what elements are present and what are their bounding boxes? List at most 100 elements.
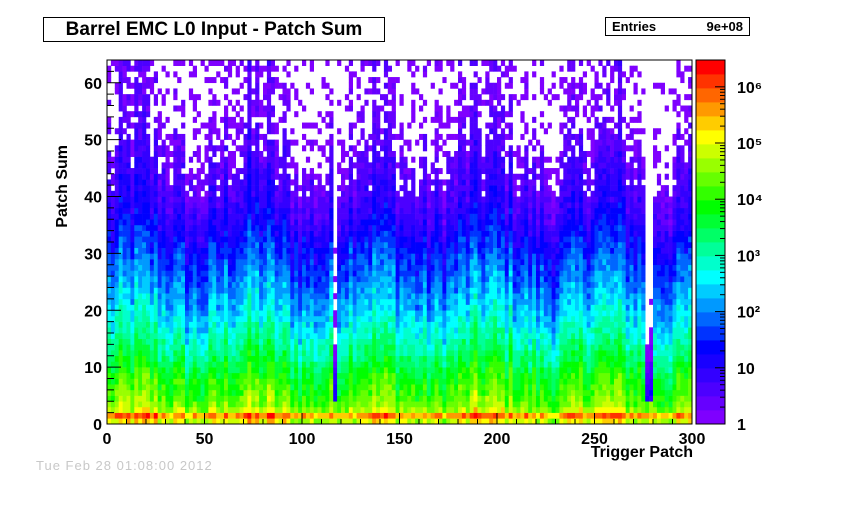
heatmap-cell (442, 151, 447, 157)
heatmap-cell (341, 338, 346, 345)
heatmap-cell (149, 224, 155, 231)
heatmap-cell (142, 224, 147, 231)
heatmap-cell (376, 179, 381, 186)
heatmap-cell (341, 156, 346, 163)
heatmap-cell (442, 389, 447, 396)
heatmap-cell (118, 99, 123, 106)
heatmap-cell (138, 162, 143, 169)
heatmap-cell (395, 270, 400, 277)
heatmap-cell (278, 213, 283, 220)
heatmap-cell (177, 247, 182, 254)
heatmap-cell (216, 162, 221, 169)
heatmap-cell (212, 310, 217, 317)
heatmap-cell (356, 350, 361, 357)
heatmap-cell (107, 361, 112, 368)
heatmap-cell (399, 94, 404, 101)
heatmap-cell (146, 236, 151, 243)
heatmap-cell (302, 276, 307, 283)
heatmap-cell (356, 111, 361, 118)
heatmap-cell (278, 156, 283, 163)
heatmap-cell (407, 384, 412, 391)
heatmap-cell (419, 264, 424, 271)
heatmap-cell (321, 82, 326, 89)
heatmap-cell (309, 173, 314, 180)
heatmap-cell (107, 395, 112, 402)
heatmap-cell (376, 162, 381, 169)
heatmap-cell (200, 344, 205, 351)
heatmap-cell (263, 293, 268, 300)
heatmap-cell (372, 281, 377, 288)
heatmap-cell (321, 418, 326, 425)
heatmap-cell (204, 173, 209, 180)
heatmap-cell (333, 361, 338, 368)
heatmap-cell (239, 395, 244, 402)
heatmap-cell (266, 230, 272, 237)
heatmap-cell (153, 202, 158, 209)
heatmap-cell (446, 406, 451, 413)
heatmap-cell (411, 156, 416, 163)
heatmap-cell (177, 259, 182, 266)
heatmap-cell (188, 384, 194, 391)
heatmap-cell (465, 281, 470, 288)
heatmap-cell (263, 105, 268, 112)
heatmap-cell (196, 224, 201, 231)
heatmap-cell (126, 259, 131, 266)
heatmap-cell (380, 401, 385, 408)
heatmap-cell (341, 185, 346, 192)
heatmap-cell (329, 145, 334, 152)
heatmap-cell (321, 355, 326, 362)
heatmap-cell (348, 276, 353, 283)
heatmap-cell (259, 242, 264, 248)
heatmap-cell (181, 395, 186, 402)
heatmap-cell (220, 202, 225, 209)
heatmap-cell (259, 111, 264, 118)
heatmap-cell (411, 185, 416, 192)
heatmap-cell (126, 384, 131, 391)
heatmap-cell (309, 372, 314, 379)
heatmap-cell (469, 344, 474, 351)
heatmap-cell (204, 122, 209, 129)
heatmap-cell (177, 151, 182, 157)
heatmap-cell (356, 338, 361, 345)
heatmap-cell (348, 77, 353, 84)
heatmap-cell (446, 60, 451, 66)
heatmap-cell (157, 378, 162, 385)
heatmap-cell (266, 361, 272, 368)
heatmap-cell (185, 219, 190, 226)
heatmap-cell (107, 406, 112, 413)
heatmap-cell (372, 372, 377, 379)
heatmap-cell (146, 361, 151, 368)
heatmap-cell (383, 287, 389, 294)
heatmap-cell (274, 196, 279, 203)
heatmap-cell (321, 310, 326, 317)
heatmap-cell (227, 367, 233, 374)
heatmap-cell (161, 99, 166, 106)
heatmap-cell (391, 293, 396, 300)
heatmap-cell (422, 298, 428, 305)
heatmap-cell (274, 372, 279, 379)
heatmap-cell (282, 321, 287, 328)
heatmap-cell (224, 207, 229, 214)
heatmap-cell (247, 395, 252, 402)
heatmap-cell (227, 202, 233, 209)
heatmap-cell (216, 355, 221, 362)
heatmap-cell (247, 133, 252, 140)
heatmap-cell (434, 406, 439, 413)
heatmap-cell (235, 253, 240, 260)
heatmap-cell (114, 287, 119, 294)
heatmap-cell (422, 367, 428, 374)
heatmap-cell (161, 395, 166, 402)
heatmap-cell (247, 304, 252, 311)
heatmap-cell (325, 122, 330, 129)
heatmap-cell (313, 367, 318, 374)
heatmap-cell (134, 105, 139, 112)
heatmap-cell (446, 338, 451, 345)
heatmap-cell (263, 327, 268, 334)
heatmap-cell (399, 145, 404, 152)
heatmap-cell (243, 179, 248, 186)
heatmap-cell (134, 355, 139, 362)
heatmap-cell (239, 287, 244, 294)
heatmap-cell (251, 99, 256, 106)
heatmap-cell (352, 310, 357, 317)
heatmap-cell (208, 213, 213, 220)
